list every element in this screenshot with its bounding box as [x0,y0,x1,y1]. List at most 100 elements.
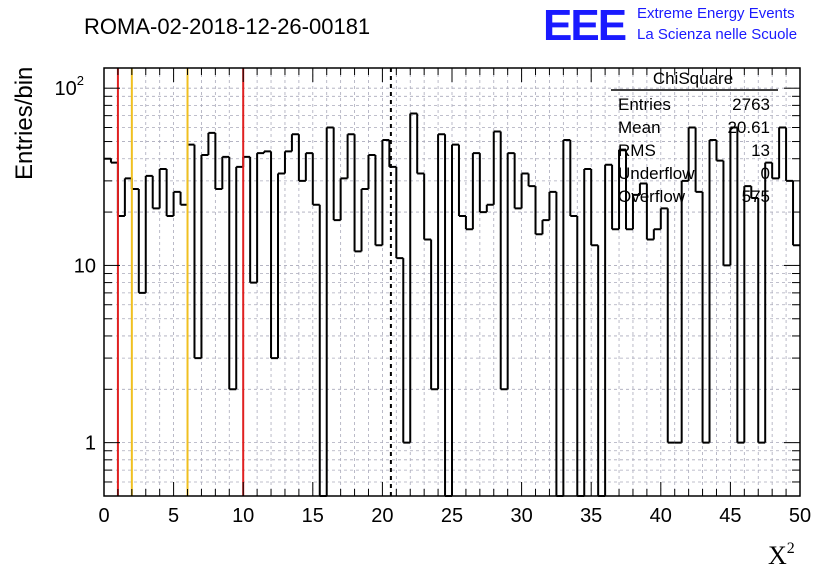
histogram-bin [520,172,529,209]
histogram-bin [625,149,633,231]
histogram-bin [402,258,411,444]
histogram-bin [792,180,800,247]
histogram-bin [638,182,647,195]
histogram-bin [764,161,773,443]
y-tick-label: 10 [74,255,96,277]
histogram-bin [485,203,494,213]
histogram-bin [235,165,244,390]
x-tick-label: 5 [168,505,179,527]
histogram-bin [249,156,258,284]
histogram-bin [729,126,738,266]
histogram-bin [339,177,348,221]
histogram-bin [304,152,313,181]
chart-title: ROMA-02-2018-12-26-00181 [84,14,370,39]
histogram-bin [778,126,787,179]
histogram-bin [722,160,731,267]
histogram-bin [123,177,132,217]
histogram-bin [283,150,292,174]
histogram-bin [263,150,272,154]
histogram-bin [186,143,195,205]
histogram-bin [290,133,299,152]
histogram-bin [590,168,599,247]
histogram-bin [451,143,459,496]
histogram-bin [430,239,439,391]
histogram-bin [437,133,446,390]
x-tick-label: 35 [580,505,602,527]
histogram-bin [694,127,703,193]
histogram-bin [214,132,223,190]
histogram-bin [680,179,689,443]
stats-row-label: Mean [618,118,661,137]
stats-row-value: 575 [742,187,770,206]
stats-box: ChiSquare Entries 2763 Mean 20.61 RMS 13 Under… [611,69,778,206]
x-tick-label: 25 [441,505,463,527]
histogram-bin [311,153,320,206]
histogram-bin [270,151,278,360]
histogram-bin [611,164,620,231]
histogram-bin [659,207,668,230]
histogram-bin [200,153,209,359]
histogram-bin [687,126,696,181]
histogram-bin [464,216,473,231]
histogram-bin [416,113,425,175]
histogram-bin [569,140,578,218]
histogram-bin [534,186,543,236]
histogram-bin [506,152,515,390]
x-axis-label: X2 [768,540,795,570]
histogram-bin [708,139,717,443]
x-tick-label: 20 [371,505,393,527]
histogram-bin [207,131,216,155]
histogram-bin [151,175,160,210]
histogram-bin [645,183,654,241]
histogram-bin [130,178,139,190]
histogram-bin [736,127,745,444]
histogram-bin [374,154,383,247]
histogram-bin [193,144,202,360]
histogram-bin [395,166,404,260]
histogram-bin [492,130,501,205]
axis-ticks: 0 5 10 15 20 25 30 35 40 45 50 1 10 102 [55,68,811,527]
histogram-bin [116,162,125,218]
histogram-bin [743,185,752,443]
histogram-bin [576,216,585,497]
stats-row-value: 0 [761,164,770,183]
stats-box-title: ChiSquare [653,69,733,88]
y-tick-label: 102 [55,73,84,100]
stats-row-label: Overflow [618,187,686,206]
x-tick-label: 40 [650,505,672,527]
histogram-bin [562,139,571,496]
histogram-bin [137,188,146,294]
histogram-bin [172,190,181,217]
histogram-bin [471,152,480,230]
histogram-bin [256,152,265,283]
histogram-bin [367,153,376,189]
histogram-bin [583,167,592,496]
stats-row-value: 20.61 [727,118,770,137]
histogram-bin [478,153,487,214]
histogram-bin [318,204,327,497]
histogram-bin [785,127,794,182]
x-tick-label: 30 [510,505,532,527]
histogram-bin [109,158,118,164]
histogram-bin [604,163,613,496]
histogram-bin [332,127,341,222]
eee-logo-line1: Extreme Energy Events [637,5,795,22]
y-axis-label: Entries/bin [11,67,38,180]
stats-row-label: Entries [618,95,671,114]
stats-row-value: 13 [751,141,770,160]
histogram-bin [360,187,369,252]
x-tick-label: 10 [232,505,254,527]
reference-lines [116,68,392,496]
histogram-bin [144,174,153,293]
histogram-bin [381,139,390,246]
histogram-bin [527,173,536,188]
histogram-bin [228,156,237,391]
histogram-bin [548,190,557,221]
y-tick-label: 1 [85,433,96,455]
histogram-bin [179,191,188,206]
histogram-bin [618,148,626,230]
histogram-bin [757,198,766,444]
histogram-bin [297,134,306,182]
eee-logo: EEE Extreme Energy Events La Scienza nel… [543,1,797,50]
